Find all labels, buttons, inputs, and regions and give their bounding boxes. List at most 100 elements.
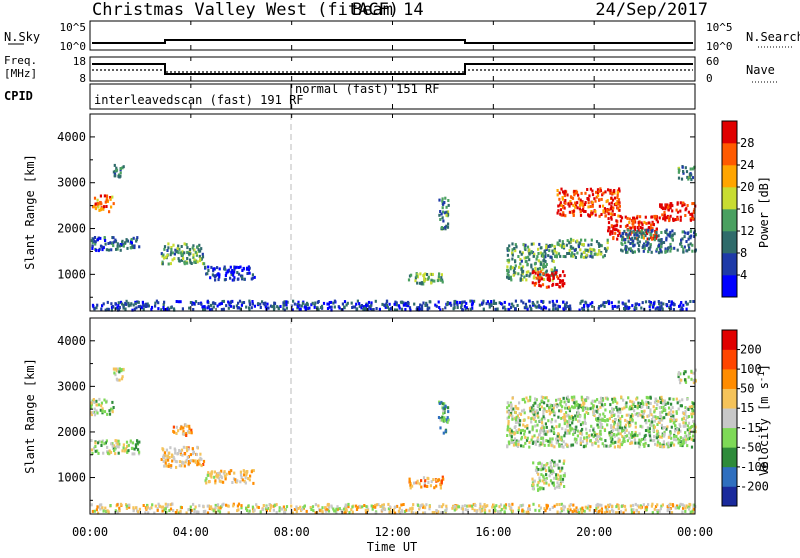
power-cell (655, 218, 658, 222)
vel-cell (430, 480, 433, 484)
power-cell (407, 304, 410, 308)
power-cell (198, 243, 201, 247)
power-cell (545, 263, 548, 266)
power-cell (569, 304, 572, 308)
vel-cell (562, 445, 565, 449)
power-cell (394, 300, 397, 304)
vel-cell (631, 414, 634, 418)
vel-cell (630, 511, 634, 514)
vel-cell (543, 507, 546, 511)
vel-cell (652, 415, 655, 419)
vel-cell (578, 511, 581, 514)
vel-cell (411, 484, 414, 488)
vel-cell (547, 419, 550, 423)
vel-cell (688, 432, 691, 436)
vel-cell (575, 441, 578, 445)
power-cell (541, 268, 544, 272)
power-cell (410, 273, 413, 277)
vel-cell (239, 470, 242, 474)
vel-cell (334, 509, 337, 513)
vel-cell (251, 505, 254, 509)
noise-right-tick-bottom: 10^0 (706, 40, 733, 53)
vel-cell (314, 511, 317, 515)
vel-cell (224, 477, 227, 481)
vel-cell (578, 430, 581, 434)
vel-cell (555, 503, 558, 507)
vel-cell (684, 418, 687, 422)
power-cell (691, 202, 694, 206)
power-cell (554, 271, 557, 275)
power-cell (469, 307, 472, 311)
power-cell (581, 299, 584, 303)
power-cell (641, 226, 644, 230)
vel-cell (583, 415, 586, 419)
vel-cell (439, 418, 442, 422)
vel-cell (684, 406, 687, 410)
power-cell (398, 304, 401, 308)
vel-cell (134, 443, 137, 447)
vel-cell (685, 504, 688, 508)
vel-cell (647, 405, 650, 409)
vel-cell (689, 429, 692, 433)
power-cell (562, 243, 565, 246)
vel-cell (570, 414, 573, 418)
power-cell (388, 308, 391, 312)
vel-cell (559, 409, 563, 413)
vel-cell (506, 410, 509, 414)
vel-cell (451, 506, 454, 510)
vel-cell (174, 511, 177, 514)
vel-cell (557, 473, 560, 477)
vel-cell (669, 419, 672, 423)
power-cell (193, 248, 196, 252)
power-cell (661, 213, 664, 217)
power-cell (591, 304, 594, 308)
power-cell (625, 250, 628, 254)
power-cell (682, 303, 685, 307)
vel-cell (621, 426, 624, 430)
power-cell (584, 201, 587, 204)
vel-cell (677, 407, 680, 411)
power-cell (528, 252, 531, 256)
power-cell (111, 195, 114, 199)
power-cell (671, 237, 674, 241)
power-cell (157, 301, 160, 305)
power-cell (113, 240, 116, 244)
vel-cell (682, 417, 685, 421)
power-cell (671, 209, 674, 213)
vel-cell (566, 395, 569, 399)
power-cell (680, 301, 683, 304)
vel-cell (111, 400, 114, 404)
vel-cell (171, 455, 174, 459)
vel-cell (585, 438, 589, 442)
vel-cell (516, 414, 519, 418)
vel-cell (642, 442, 645, 446)
vel-cell (225, 503, 228, 507)
vel-cell (517, 417, 520, 421)
vel-cell (542, 475, 545, 479)
power-ytick-label: 2000 (57, 222, 86, 236)
vel-cell (583, 420, 586, 424)
power-cell (157, 307, 160, 311)
power-cell (99, 244, 103, 248)
vel-cell (374, 505, 377, 509)
vel-cell (351, 505, 354, 509)
power-cell (664, 205, 667, 209)
vel-cell (642, 415, 645, 419)
vel-cell (103, 442, 106, 446)
vel-cell (108, 449, 111, 453)
vel-cell (157, 502, 160, 506)
power-cell (598, 245, 601, 248)
vel-cell (556, 477, 559, 481)
power-ytick-label: 3000 (57, 176, 86, 190)
vel-cell (439, 426, 442, 430)
power-cell (135, 239, 138, 243)
power-cell (524, 302, 527, 306)
vel-cell (90, 413, 93, 417)
power-cell (243, 277, 246, 281)
vel-cell (623, 504, 627, 508)
vel-region-2 (90, 439, 141, 456)
power-cell (624, 304, 627, 308)
vel-cell (244, 481, 247, 485)
power-cell (105, 248, 108, 252)
vel-cell (658, 509, 661, 513)
